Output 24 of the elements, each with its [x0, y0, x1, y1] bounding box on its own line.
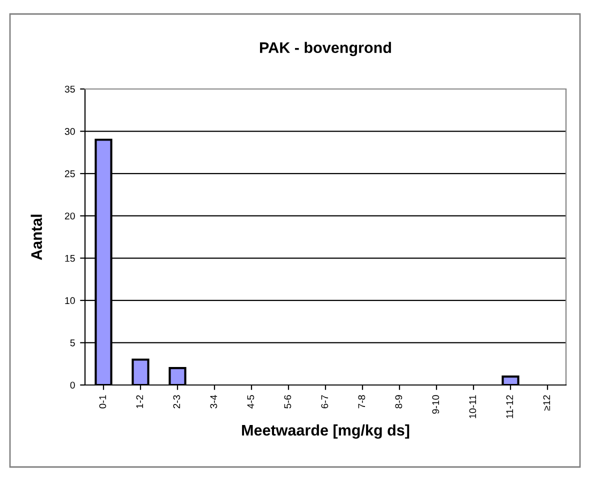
- y-tick-label: 25: [64, 170, 75, 178]
- x-tick-label: 1-2: [136, 395, 144, 408]
- x-tick-label: 3-4: [210, 395, 218, 408]
- y-tick-label: 20: [64, 212, 75, 220]
- y-tick-label: 35: [64, 86, 75, 93]
- x-tick-label: 0-1: [99, 395, 106, 408]
- x-tick-label: 6-7: [321, 395, 328, 408]
- y-tick-label: 0: [70, 382, 75, 389]
- x-tick-label: 11-12: [506, 395, 514, 418]
- x-tick-label: 4-5: [247, 395, 254, 409]
- y-tick-label: 10: [65, 297, 75, 304]
- x-tick-label: 5-6: [284, 395, 292, 408]
- y-tick-label: 15: [65, 254, 75, 262]
- x-tick-label: 10-11: [469, 395, 476, 418]
- x-tick-label: 2-3: [173, 395, 180, 408]
- x-axis-title: Meetwaarde [mg/kg ds]: [242, 424, 410, 439]
- y-tick-label: 5: [70, 340, 75, 346]
- chart-title: PAK - bovengrond: [260, 42, 391, 56]
- y-tick-label: 30: [64, 128, 75, 135]
- x-tick-label: ≥12: [543, 395, 550, 411]
- x-tick-label: 7-8: [358, 395, 366, 408]
- x-tick-label: 9-10: [432, 395, 440, 414]
- y-axis-title: Aantal: [30, 214, 42, 260]
- x-tick-label: 8-9: [395, 395, 402, 408]
